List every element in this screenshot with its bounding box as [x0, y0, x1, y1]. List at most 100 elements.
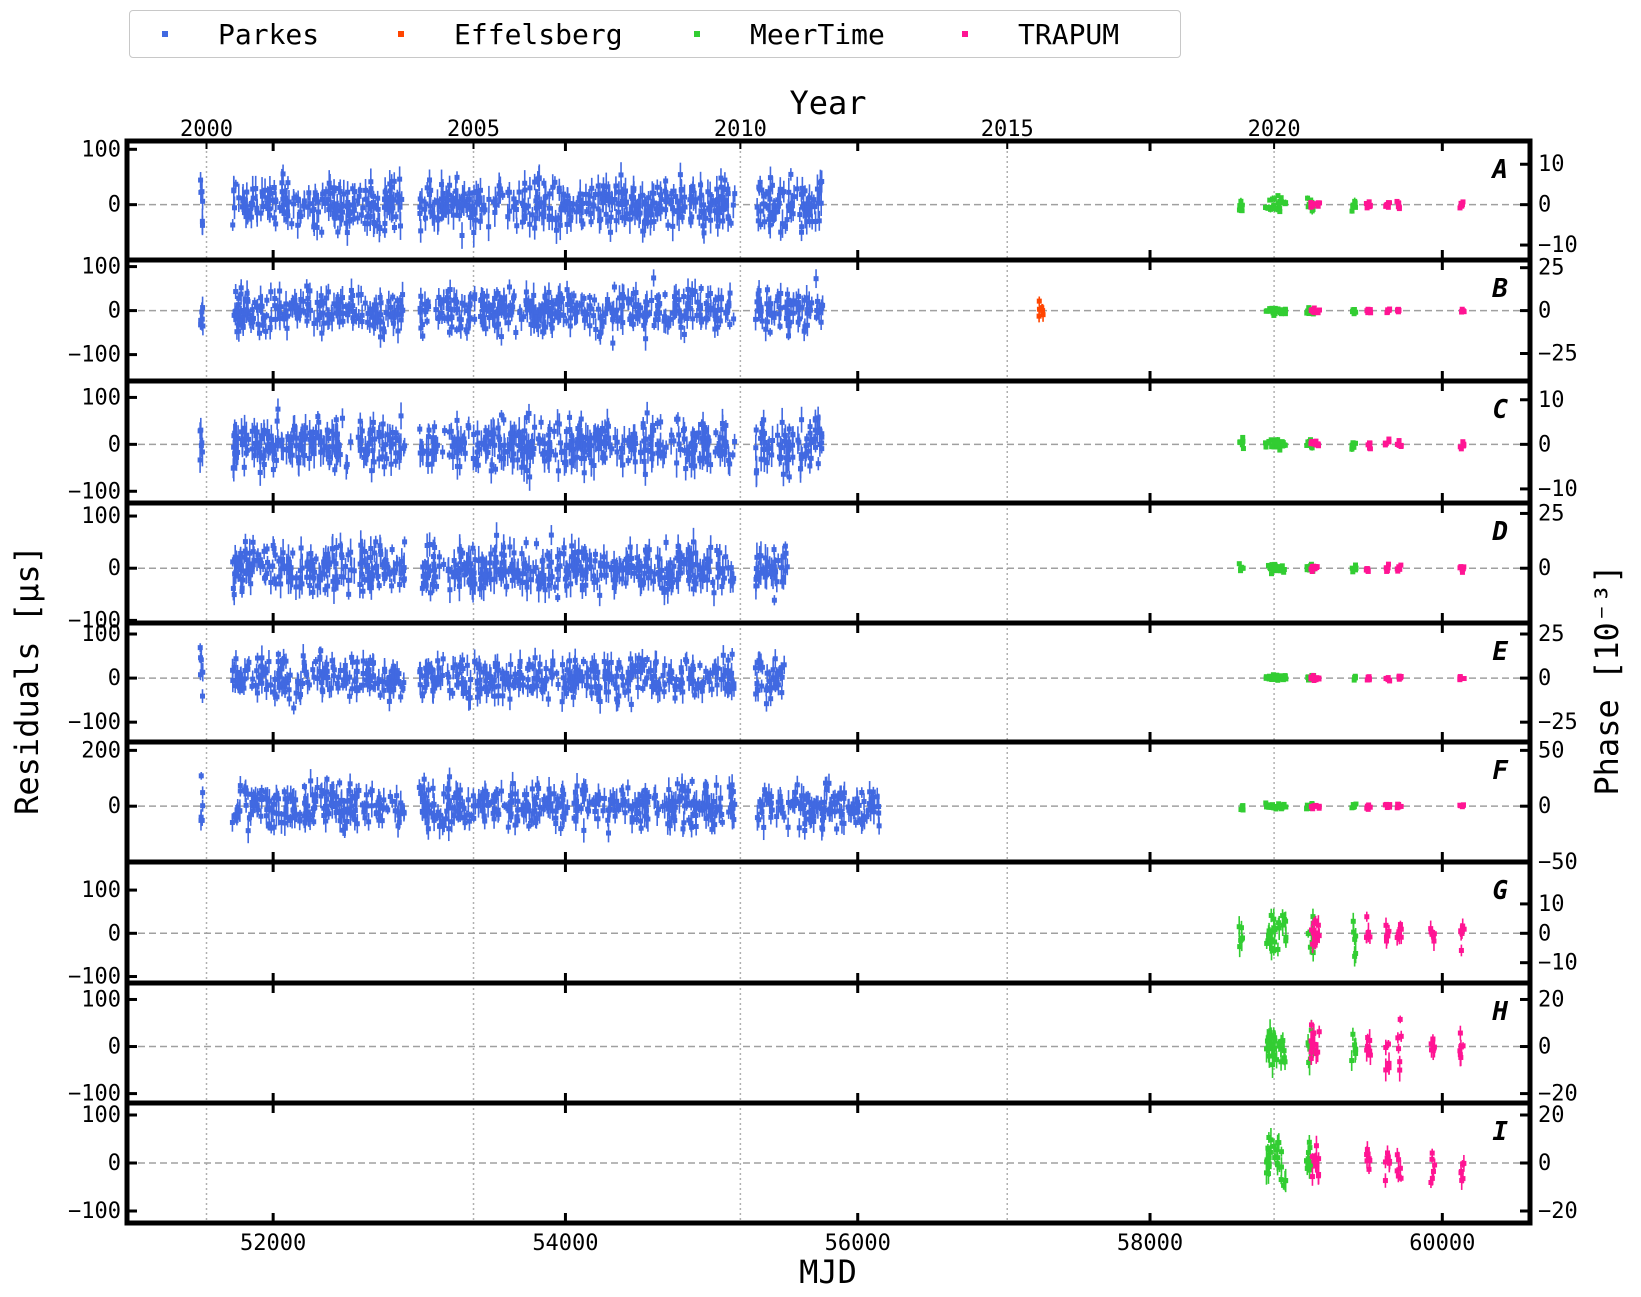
parkes-point	[770, 438, 776, 444]
parkes-point	[471, 576, 477, 582]
residual-tick-label: 100	[81, 137, 121, 162]
parkes-point	[362, 548, 368, 554]
parkes-point	[250, 319, 256, 325]
parkes-point	[690, 444, 696, 450]
meertime-point	[1279, 439, 1285, 445]
meertime-point	[1272, 205, 1278, 211]
parkes-point	[362, 300, 368, 306]
parkes-point	[518, 438, 524, 444]
parkes-point	[595, 206, 601, 212]
parkes-point	[237, 309, 243, 315]
parkes-point	[242, 425, 248, 431]
parkes-point	[650, 422, 656, 428]
parkes-point	[602, 428, 608, 434]
parkes-point	[557, 563, 563, 569]
parkes-point	[798, 191, 804, 197]
parkes-point	[314, 224, 320, 230]
parkes-point	[478, 313, 484, 319]
parkes-point	[288, 437, 294, 443]
parkes-point	[683, 466, 689, 472]
parkes-point	[458, 324, 464, 330]
parkes-point	[384, 456, 390, 462]
parkes-point	[607, 195, 613, 201]
parkes-point	[811, 197, 817, 203]
parkes-point	[279, 437, 285, 443]
parkes-point	[345, 199, 351, 205]
parkes-point	[308, 439, 314, 445]
parkes-point	[632, 435, 638, 441]
parkes-point	[439, 209, 445, 215]
parkes-point	[318, 293, 324, 299]
parkes-point	[553, 217, 559, 223]
parkes-point	[625, 570, 631, 576]
parkes-point	[494, 532, 500, 538]
legend-marker-effelsberg	[398, 31, 404, 37]
parkes-point	[696, 305, 702, 311]
parkes-point	[465, 308, 471, 314]
legend-label-trapum: TRAPUM	[1018, 18, 1119, 51]
parkes-point	[401, 565, 407, 571]
parkes-point	[557, 222, 563, 228]
parkes-point	[462, 572, 468, 578]
parkes-point	[359, 428, 365, 434]
parkes-point	[346, 591, 352, 597]
parkes-point	[291, 195, 297, 201]
parkes-point	[368, 179, 374, 185]
parkes-point	[247, 571, 253, 577]
parkes-point	[374, 311, 380, 317]
parkes-point	[311, 575, 317, 581]
parkes-point	[365, 200, 371, 206]
parkes-point	[817, 441, 823, 447]
parkes-point	[597, 218, 603, 224]
parkes-point	[677, 198, 683, 204]
parkes-point	[690, 316, 696, 322]
parkes-point	[707, 192, 713, 198]
parkes-point	[277, 204, 283, 210]
parkes-point	[424, 302, 430, 308]
parkes-point	[817, 189, 823, 195]
parkes-point	[766, 189, 772, 195]
parkes-point	[381, 329, 387, 335]
parkes-point	[527, 474, 533, 480]
parkes-point	[249, 446, 255, 452]
parkes-point	[375, 573, 381, 579]
parkes-point	[545, 309, 551, 315]
parkes-point	[803, 451, 809, 457]
parkes-point	[668, 201, 674, 207]
parkes-point	[231, 205, 237, 211]
parkes-point	[329, 312, 335, 318]
parkes-point	[357, 581, 363, 587]
parkes-point	[267, 325, 273, 331]
parkes-point	[808, 455, 814, 461]
parkes-point	[642, 471, 648, 477]
parkes-point	[605, 423, 611, 429]
meertime-point	[1266, 440, 1272, 446]
parkes-point	[524, 468, 530, 474]
meertime-point	[1349, 208, 1355, 214]
parkes-point	[277, 310, 283, 316]
parkes-point	[261, 431, 267, 437]
parkes-point	[529, 305, 535, 311]
parkes-point	[391, 314, 397, 320]
legend-label-meertime: MeerTime	[750, 18, 885, 51]
parkes-point	[398, 413, 404, 419]
parkes-point	[343, 303, 349, 309]
parkes-point	[363, 187, 369, 193]
parkes-point	[310, 589, 316, 595]
parkes-point	[339, 295, 345, 301]
residuals-axis-label: Residuals [μs]	[8, 545, 46, 815]
phase-tick-label: 0	[1538, 299, 1551, 324]
parkes-point	[606, 435, 612, 441]
legend: Parkes Effelsberg MeerTime TRAPUM	[129, 10, 1181, 58]
meertime-point	[1350, 203, 1356, 209]
parkes-point	[271, 545, 277, 551]
parkes-point	[661, 453, 667, 459]
parkes-point	[358, 542, 364, 548]
parkes-point	[505, 189, 511, 195]
parkes-point	[801, 201, 807, 207]
parkes-point	[273, 221, 279, 227]
parkes-point	[496, 191, 502, 197]
parkes-point	[701, 202, 707, 208]
parkes-point	[326, 312, 332, 318]
parkes-point	[500, 192, 506, 198]
